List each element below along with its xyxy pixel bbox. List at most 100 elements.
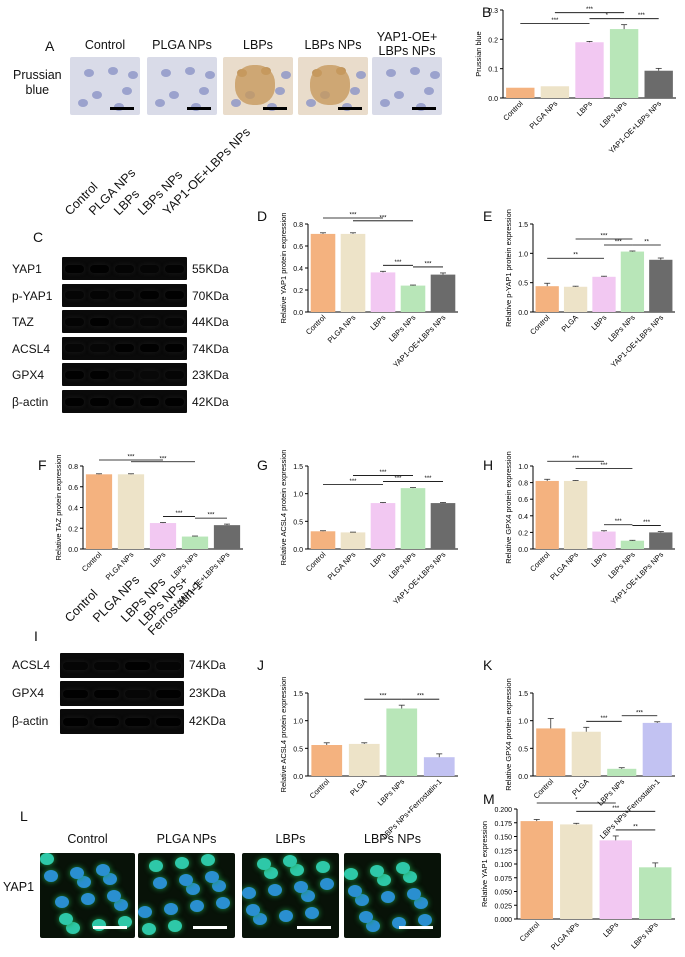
panel-label-d: D [257, 208, 268, 224]
x-tick-label-G-4: YAP1-OE+LBPs NPs [391, 550, 447, 606]
y-tick-label-D: 0.0 [293, 310, 303, 317]
x-tick-label-E-0: Control [528, 313, 552, 337]
bar-M-2 [599, 840, 632, 919]
y-axis-label-M: Relative YAP1 expression [480, 821, 489, 907]
y-axis-label-J: Relative ACSL4 protein expression [279, 677, 288, 793]
y-tick-label-M: 0.100 [494, 862, 512, 869]
y-axis-label-G: Relative ACSL4 protein expression [279, 450, 288, 566]
fluor-image-1 [138, 853, 235, 938]
y-tick-label-M: 0.050 [494, 890, 512, 897]
y-tick-label-K: 1.0 [518, 719, 528, 726]
band [63, 717, 88, 726]
x-tick-label-H-1: PLGA NPs [548, 550, 580, 582]
bar-H-4 [649, 532, 673, 549]
bar-F-0 [85, 474, 113, 549]
band [115, 397, 134, 406]
bar-D-1 [340, 233, 366, 312]
x-tick-label-B-1: PLGA NPs [528, 99, 560, 131]
x-tick-label-J-0: Control [308, 777, 332, 801]
band [115, 370, 134, 379]
cell-nucleus [78, 99, 88, 107]
nucleus [201, 854, 215, 866]
size-label-1: 70KDa [192, 288, 229, 303]
bar-D-4 [430, 274, 456, 312]
panel-label-e: E [483, 208, 493, 224]
x-tick-label-J-1: PLGA [348, 777, 369, 798]
band [165, 291, 184, 300]
sig-label-M-0: * [575, 798, 578, 804]
y-tick-label-B: 0.1 [488, 67, 498, 74]
band [65, 291, 84, 300]
nucleus [138, 906, 152, 918]
sig-label-J-0: *** [379, 694, 387, 700]
band [63, 689, 88, 698]
x-tick-label-M-1: PLGA NPs [549, 920, 581, 952]
x-tick-label-G-2: LBPs [368, 550, 387, 569]
cell-nucleus [430, 71, 440, 79]
sig-label-E-1: *** [600, 233, 608, 239]
band [90, 344, 109, 353]
bar-F-2 [149, 523, 177, 549]
panel-label-b: B [482, 4, 492, 20]
x-tick-label-J-2: LBPs NPs [376, 777, 407, 808]
sig-label-D-1: *** [379, 215, 387, 221]
bar-B-3 [609, 29, 639, 98]
bar-G-2 [370, 503, 396, 549]
y-tick-label-H: 1.0 [518, 464, 528, 471]
x-tick-label-E-2: LBPs [589, 313, 608, 332]
band [165, 370, 184, 379]
nucleus [77, 876, 91, 888]
sig-label-M-1: *** [612, 806, 620, 812]
bar-B-2 [575, 42, 604, 98]
scale-bar [187, 107, 211, 110]
panel-label-f: F [38, 457, 47, 473]
bar-K-1 [571, 731, 601, 776]
nucleus [403, 871, 417, 883]
y-tick-label-D: 0.4 [293, 266, 303, 273]
bar-F-3 [181, 536, 209, 549]
nucleus [175, 857, 189, 869]
nucleus [414, 897, 428, 909]
band [115, 291, 134, 300]
group-label-4: YAP1-OE+ LBPs NPs [376, 30, 438, 58]
band [90, 264, 109, 273]
cell-nucleus [92, 91, 102, 99]
x-tick-label-G-0: Control [304, 550, 328, 574]
fluor-image-3 [344, 853, 441, 938]
nucleus [66, 922, 80, 934]
cell-nucleus [128, 71, 138, 79]
nucleus [377, 874, 391, 886]
y-tick-label-F: 0.0 [68, 547, 78, 554]
nucleus [212, 880, 226, 892]
blot-row-0 [60, 653, 184, 678]
band [115, 317, 134, 326]
y-axis-label-F: Relative TAZ protein expression [54, 454, 63, 560]
y-axis-label-H: Relative GPX4 protein expression [504, 451, 513, 564]
bar-H-2 [592, 531, 616, 549]
sig-label-B-2: * [606, 13, 609, 19]
nucleus [149, 860, 163, 872]
y-tick-label-H: 0.8 [518, 481, 528, 488]
cell-nucleus [410, 67, 420, 75]
x-tick-label-K-1: PLGA [570, 777, 591, 798]
band [165, 317, 184, 326]
band [90, 291, 109, 300]
band [63, 661, 88, 670]
nucleus [305, 907, 319, 919]
cell-nucleus [161, 69, 171, 77]
nucleus [418, 914, 432, 926]
sig-label-E-3: ** [644, 239, 649, 245]
y-tick-label-E: 0.0 [518, 310, 528, 317]
sig-label-B-0: *** [551, 18, 559, 24]
band [90, 370, 109, 379]
sig-label-D-0: *** [349, 213, 357, 219]
x-tick-label-D-4: YAP1-OE+LBPs NPs [391, 313, 447, 369]
x-tick-label-H-0: Control [528, 550, 552, 574]
y-axis-label-B: Prussian blue [474, 31, 483, 76]
blot-row-2 [62, 310, 187, 334]
y-tick-label-J: 1.0 [293, 719, 303, 726]
group-label-0: Control [84, 38, 126, 52]
y-tick-label-M: 0.000 [494, 917, 512, 924]
sig-label-H-1: *** [600, 463, 608, 469]
